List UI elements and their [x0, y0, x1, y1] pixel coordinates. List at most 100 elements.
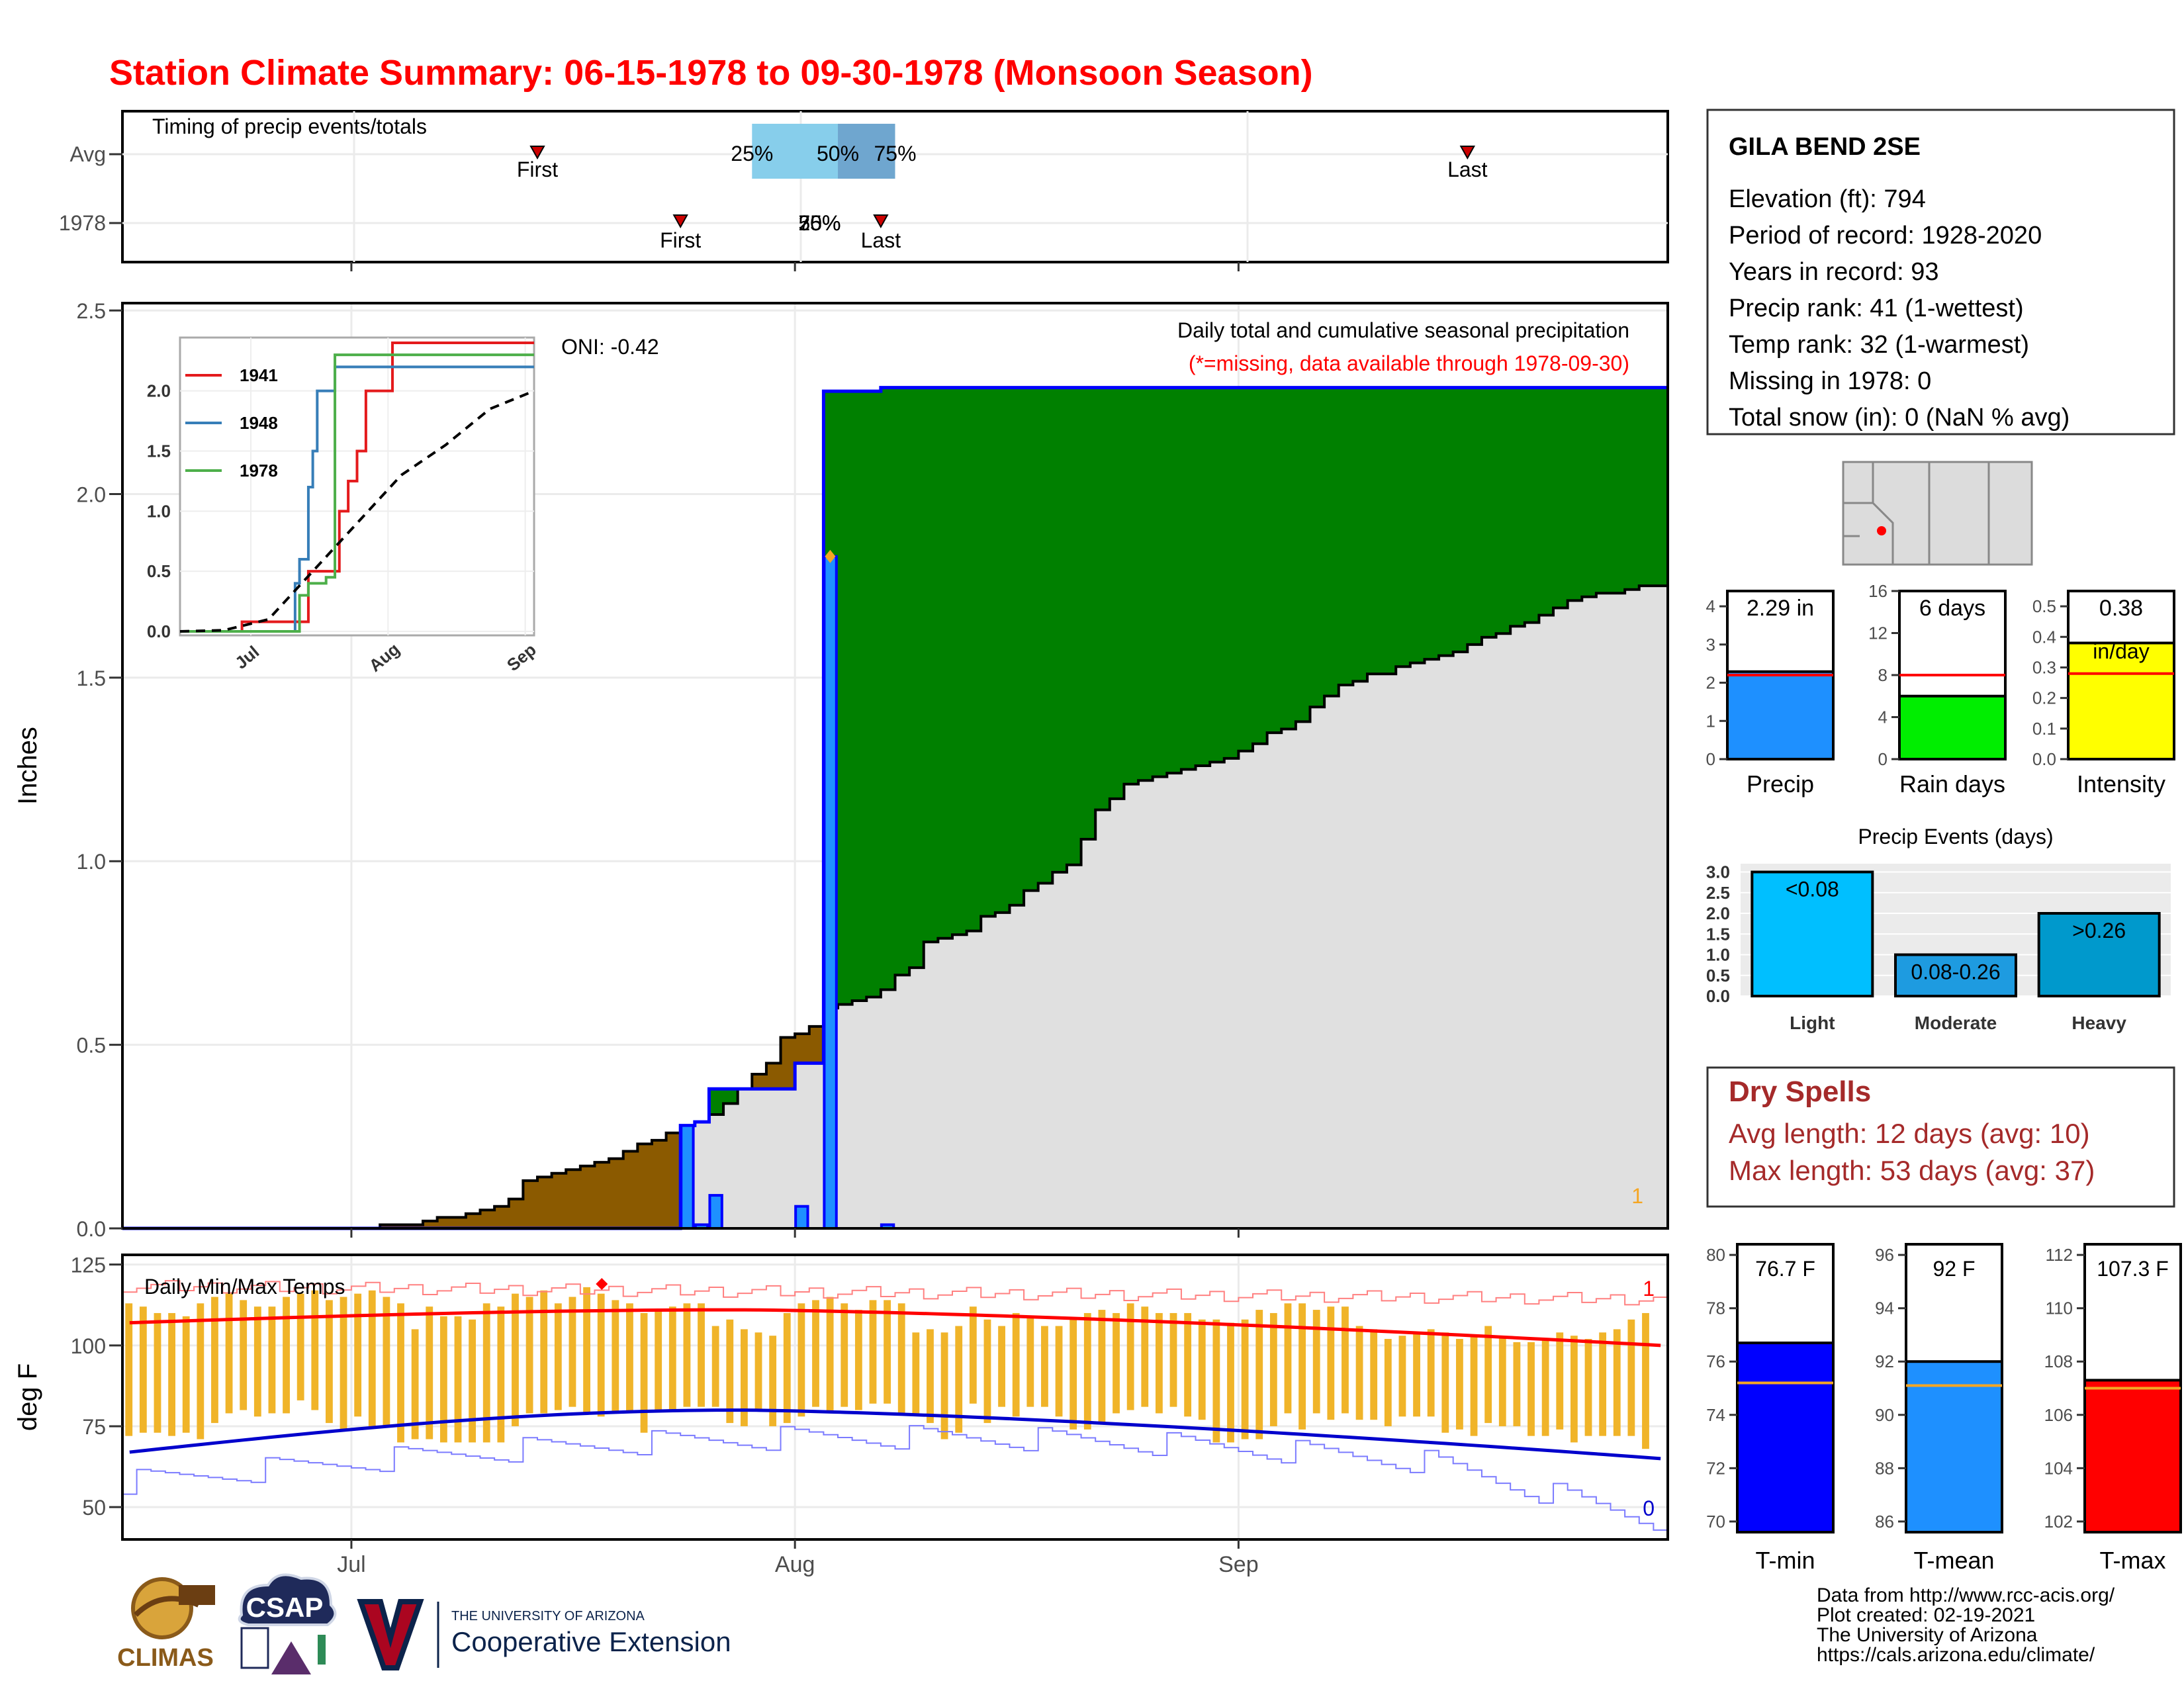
- temp-bar-y-tick: 78: [1706, 1299, 1725, 1318]
- daily-temp-range-bar: [1098, 1310, 1106, 1424]
- dry-spells-avg: Avg length: 12 days (avg: 10): [1729, 1118, 2090, 1149]
- inset-series-line: [180, 342, 534, 633]
- csap-logo: CSAP: [238, 1573, 337, 1674]
- y1978-pct-label: 25%: [798, 211, 841, 235]
- daily-temp-range-bar: [1012, 1312, 1020, 1417]
- ua-logo-top-text: THE UNIVERSITY OF ARIZONA: [451, 1609, 645, 1623]
- inset-y-tick: 0.5: [147, 561, 171, 581]
- temp-bar-y-tick: 90: [1875, 1405, 1894, 1425]
- daily-temp-range-bar: [1342, 1306, 1349, 1414]
- avg-quartile-box-upper: [838, 124, 895, 179]
- daily-temp-range-bar: [1026, 1316, 1034, 1407]
- daily-temp-range-bar: [640, 1312, 648, 1433]
- mini-bar-y-tick: 0.4: [2032, 627, 2056, 647]
- daily-temp-range-bar: [1613, 1329, 1621, 1436]
- daily-temp-range-bar: [340, 1297, 347, 1430]
- daily-precip-bar: [823, 555, 838, 1230]
- daily-temp-range-bar: [268, 1306, 276, 1414]
- mini-bar-y-tick: 0: [1878, 749, 1888, 769]
- mini-bar-y-tick: 0.2: [2032, 688, 2056, 708]
- missing-data-note: (*=missing, data available through 1978-…: [1189, 351, 1629, 375]
- mini-bar-value-label: 2.29 in: [1747, 596, 1814, 621]
- daily-temp-range-bar: [683, 1303, 691, 1407]
- temp-panel: Daily Min/Max Temps deg F 1 0 125 100 75 50…: [13, 1254, 1669, 1577]
- daily-temp-range-bar: [154, 1312, 161, 1433]
- daily-temp-range-bar: [940, 1332, 948, 1440]
- events-bar-label: >0.26: [2072, 919, 2126, 942]
- avg-pct-label: 75%: [874, 142, 916, 165]
- events-y-tick: 2.0: [1706, 903, 1730, 923]
- daily-temp-range-bar: [1370, 1329, 1378, 1420]
- daily-temp-range-bar: [854, 1310, 862, 1410]
- mini-bar-value-label: 6 days: [1919, 596, 1985, 621]
- csap-logo-text: CSAP: [246, 1592, 324, 1623]
- inset-legend-label: 1948: [240, 413, 278, 433]
- daily-temp-range-bar: [497, 1306, 505, 1443]
- daily-temp-range-bar: [754, 1332, 762, 1410]
- temp-bar-y-tick: 74: [1706, 1405, 1725, 1425]
- events-y-tick: 0.5: [1706, 966, 1730, 985]
- inset-frame: [179, 336, 535, 637]
- daily-temp-range-bar: [1069, 1319, 1077, 1430]
- daily-temp-range-bar: [1556, 1332, 1564, 1430]
- dry-spells-title: Dry Spells: [1729, 1075, 1871, 1108]
- inset-y-tick: 1.5: [147, 441, 171, 461]
- y1978-pct-label: 50%: [798, 211, 841, 235]
- station-location-marker: [1877, 526, 1886, 535]
- daily-temp-range-bar: [698, 1303, 705, 1407]
- inset-legend-label: 1941: [240, 365, 278, 385]
- daily-temp-range-bar: [197, 1303, 205, 1440]
- mini-bar-value-label: 0.38: [2099, 596, 2143, 621]
- temp-max-count: 1: [1643, 1277, 1655, 1301]
- daily-temp-range-bar: [1169, 1312, 1177, 1407]
- daily-temp-range-bar: [583, 1287, 590, 1414]
- footer-plot-created: Plot created: 02-19-2021: [1817, 1604, 2035, 1626]
- temp-bar-y-tick: 106: [2044, 1405, 2073, 1425]
- daily-temp-range-bar: [783, 1312, 791, 1424]
- daily-temp-range-bar: [540, 1290, 548, 1414]
- events-y-tick: 1.5: [1706, 924, 1730, 944]
- daily-temp-range-bar: [1599, 1332, 1607, 1436]
- daily-temp-range-bar: [182, 1316, 190, 1433]
- daily-temp-range-bar: [1327, 1306, 1335, 1420]
- daily-temp-range-bar: [869, 1300, 877, 1404]
- daily-temp-range-bar: [439, 1316, 447, 1443]
- daily-temp-range-bar: [454, 1316, 462, 1443]
- daily-temp-range-bar: [1484, 1326, 1492, 1424]
- precip-y-tick: 2.5: [77, 299, 106, 323]
- daily-temp-range-bar: [884, 1300, 891, 1404]
- daily-temp-range-bar: [225, 1293, 233, 1414]
- page-title: Station Climate Summary: 06-15-1978 to 0…: [109, 53, 1313, 93]
- station-info-box: GILA BEND 2SE Elevation (ft): 794 Period …: [1706, 109, 2175, 435]
- footer-data-source: Data from http://www.rcc-acis.org/: [1817, 1584, 2115, 1606]
- inset-series-line: [180, 353, 534, 633]
- daily-temp-range-bar: [1126, 1303, 1134, 1410]
- daily-temp-range-bar: [1527, 1342, 1535, 1436]
- temp-panel-frame: [121, 1254, 1669, 1541]
- events-bar-label: 0.08-0.26: [1911, 960, 2000, 984]
- station-info-line: Period of record: 1928-2020: [1729, 222, 2042, 250]
- daily-temp-range-bar: [826, 1297, 834, 1414]
- inset-y-tick: 1.0: [147, 501, 171, 521]
- climas-logo-text: CLIMAS: [117, 1644, 214, 1672]
- locator-map-frame: [1842, 461, 2033, 566]
- station-info-line: Years in record: 93: [1729, 258, 1939, 286]
- daily-temp-range-bar: [983, 1319, 991, 1424]
- daily-temp-range-bar: [726, 1319, 734, 1424]
- avg-first-label: First: [517, 158, 558, 181]
- mini-bar-y-tick: 0.5: [2032, 596, 2056, 616]
- oni-value: ONI: -0.42: [561, 335, 659, 359]
- daily-temp-range-bar: [797, 1303, 805, 1417]
- dry-spells-max: Max length: 53 days (avg: 37): [1729, 1155, 2095, 1186]
- temp-bar-y-tick: 102: [2044, 1512, 2073, 1531]
- daily-temp-range-bar: [955, 1326, 963, 1433]
- precip-events-chart: Precip Events (days) 0.00.51.01.52.02.53.…: [1706, 825, 2171, 1033]
- daily-temp-range-bar: [1513, 1342, 1521, 1426]
- temp-bar-y-tick: 94: [1875, 1299, 1894, 1318]
- temp-bar-y-tick: 80: [1706, 1245, 1725, 1265]
- events-bar-label: <0.08: [1786, 878, 1839, 901]
- daily-temp-range-bar: [383, 1297, 390, 1426]
- climas-logo: CLIMAS: [117, 1577, 215, 1672]
- avg-min-temp-line: [129, 1408, 1661, 1461]
